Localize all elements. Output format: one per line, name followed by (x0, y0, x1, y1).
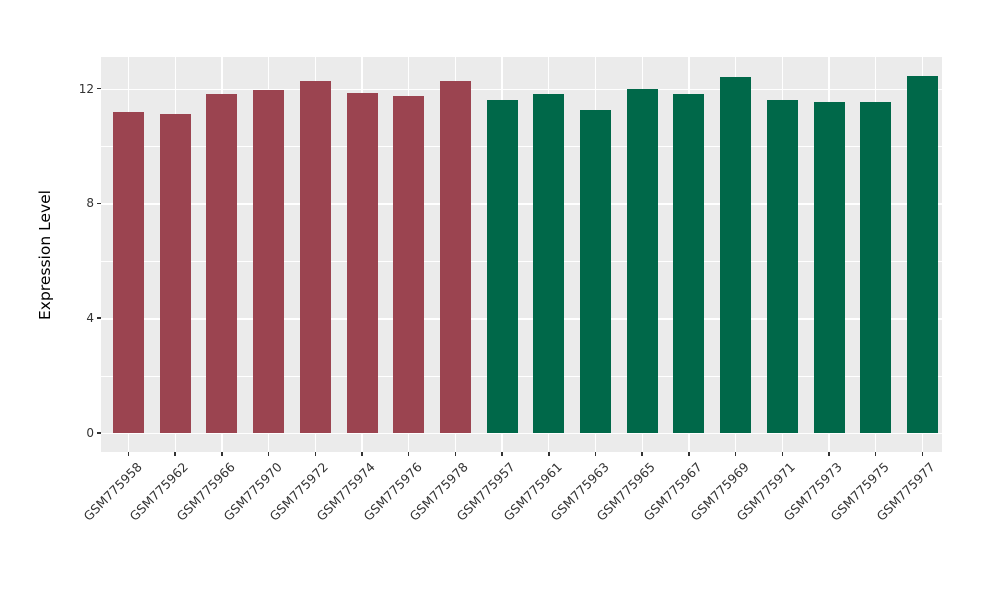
x-tick-mark (874, 452, 877, 456)
bar-GSM775958 (113, 111, 144, 433)
x-tick-mark (641, 452, 643, 456)
x-tick-mark (407, 452, 410, 456)
bar-GSM775973 (813, 101, 845, 433)
bar-GSM775970 (253, 90, 285, 433)
plot-panel (101, 57, 942, 452)
x-tick-mark (221, 452, 223, 456)
x-tick-mark (127, 452, 130, 456)
x-tick-mark (921, 452, 924, 456)
x-tick-mark (501, 452, 503, 456)
bar-GSM775978 (439, 81, 471, 433)
major-gridline-y-4 (101, 318, 942, 320)
y-tick-label-8: 8 (86, 196, 94, 211)
bar-GSM775972 (299, 81, 331, 433)
bar-GSM775963 (580, 110, 611, 433)
x-tick-mark (174, 452, 176, 456)
x-tick-mark (594, 452, 597, 456)
minor-gridline-y-10 (101, 146, 942, 147)
x-tick-mark (781, 452, 784, 456)
x-tick-mark (314, 452, 317, 456)
y-tick-label-4: 4 (86, 311, 94, 326)
y-axis-title: Expression Level (36, 189, 54, 320)
x-tick-mark (454, 452, 457, 456)
bar-GSM775976 (393, 95, 425, 433)
y-tick-label-0: 0 (86, 426, 94, 440)
x-tick-mark (361, 452, 363, 456)
bar-chart-figure: Expression Level GSM775958 GSM775962 GSM77… (36, 57, 942, 524)
y-tick-mark (97, 202, 101, 205)
bar-GSM775957 (486, 100, 518, 433)
bar-GSM775966 (206, 94, 238, 433)
bar-GSM775967 (673, 94, 705, 433)
bar-GSM775977 (906, 75, 938, 433)
bar-GSM775975 (860, 101, 892, 433)
x-tick-mark (688, 452, 690, 456)
bar-GSM775974 (346, 92, 378, 433)
bar-GSM775965 (626, 88, 658, 433)
bar-GSM775961 (533, 94, 565, 433)
major-gridline-y-0 (101, 433, 942, 435)
x-tick-mark (734, 452, 737, 456)
x-tick-mark (828, 452, 830, 456)
major-gridline-y-12 (101, 88, 942, 90)
bar-GSM775969 (720, 77, 752, 433)
x-tick-mark (548, 452, 550, 456)
y-tick-mark (97, 317, 101, 319)
minor-gridline-y-6 (101, 260, 942, 262)
minor-gridline-y-2 (101, 375, 942, 377)
y-tick-label-12: 12 (78, 81, 94, 96)
bar-GSM775971 (766, 100, 798, 433)
major-gridline-y-8 (101, 203, 942, 205)
y-tick-mark (97, 432, 101, 434)
x-tick-mark (267, 452, 270, 456)
y-tick-mark (97, 87, 101, 90)
bar-GSM775962 (159, 114, 191, 433)
